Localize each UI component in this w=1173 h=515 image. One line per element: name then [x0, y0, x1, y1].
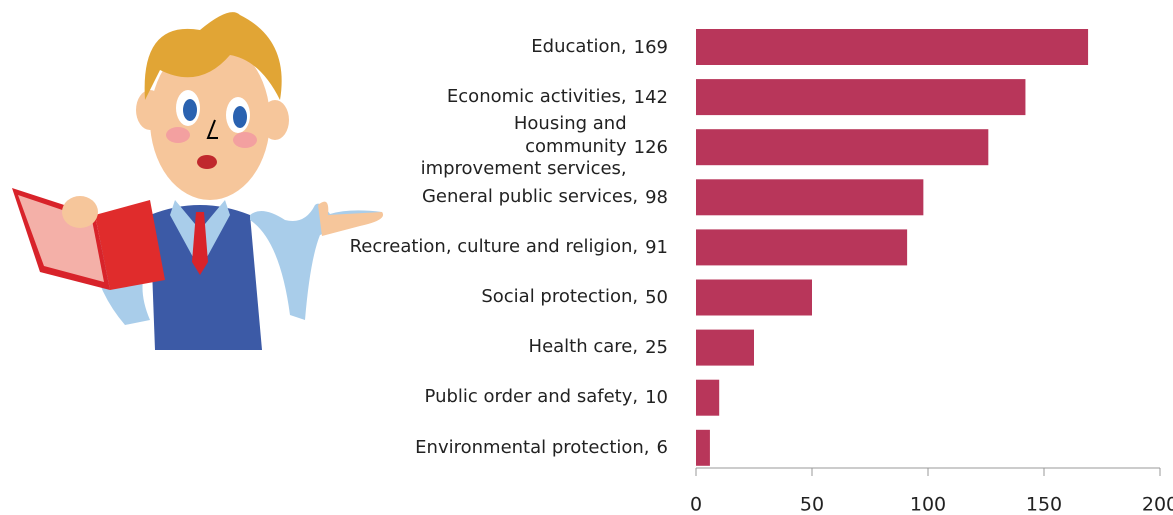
category-label: Economic activities,	[446, 85, 627, 107]
label-row: Public order and safety, 10	[425, 373, 668, 423]
label-row: Social protection, 50	[481, 273, 668, 323]
x-tick-label: 150	[1026, 494, 1062, 515]
value-label: 50	[645, 287, 668, 308]
x-tick-label: 100	[910, 494, 946, 515]
category-label: Health care,	[528, 336, 639, 358]
category-label: Social protection,	[481, 286, 639, 308]
bar	[696, 279, 812, 316]
value-label: 98	[645, 186, 668, 208]
label-row: Economic activities, 142	[447, 72, 668, 122]
label-row: General public services, 98	[422, 172, 668, 222]
label-row: Housing and community improvement servic…	[412, 113, 668, 179]
label-row: Health care, 25	[529, 323, 668, 373]
category-label: Public order and safety,	[424, 386, 639, 408]
illustration	[12, 12, 384, 350]
category-label: Housing and community improvement servic…	[420, 113, 627, 180]
category-label: General public services,	[421, 186, 639, 208]
bar	[696, 379, 720, 416]
bar	[696, 29, 1089, 65]
value-label: 10	[645, 387, 668, 409]
label-row: Education, 169	[531, 22, 668, 72]
label-row: Environmental protection, 6	[415, 423, 668, 473]
value-label: 6	[656, 437, 668, 459]
value-label: 25	[645, 337, 668, 359]
value-label: 169	[633, 36, 668, 58]
bar	[696, 79, 1026, 116]
category-label: Recreation, culture and religion,	[349, 236, 639, 258]
bar	[696, 229, 908, 266]
value-label: 142	[633, 86, 668, 108]
bar	[696, 179, 924, 216]
value-label: 91	[645, 236, 668, 258]
x-tick-label: 50	[800, 494, 824, 515]
category-label: Environmental protection,	[415, 436, 650, 458]
bar	[696, 129, 989, 166]
category-label: Education,	[531, 35, 627, 57]
x-tick-label: 0	[690, 494, 702, 515]
value-label: 126	[633, 136, 668, 158]
bar	[696, 329, 754, 366]
bar	[696, 429, 710, 466]
label-row: Recreation, culture and religion, 91	[350, 222, 668, 272]
x-tick-label: 200	[1142, 494, 1173, 515]
